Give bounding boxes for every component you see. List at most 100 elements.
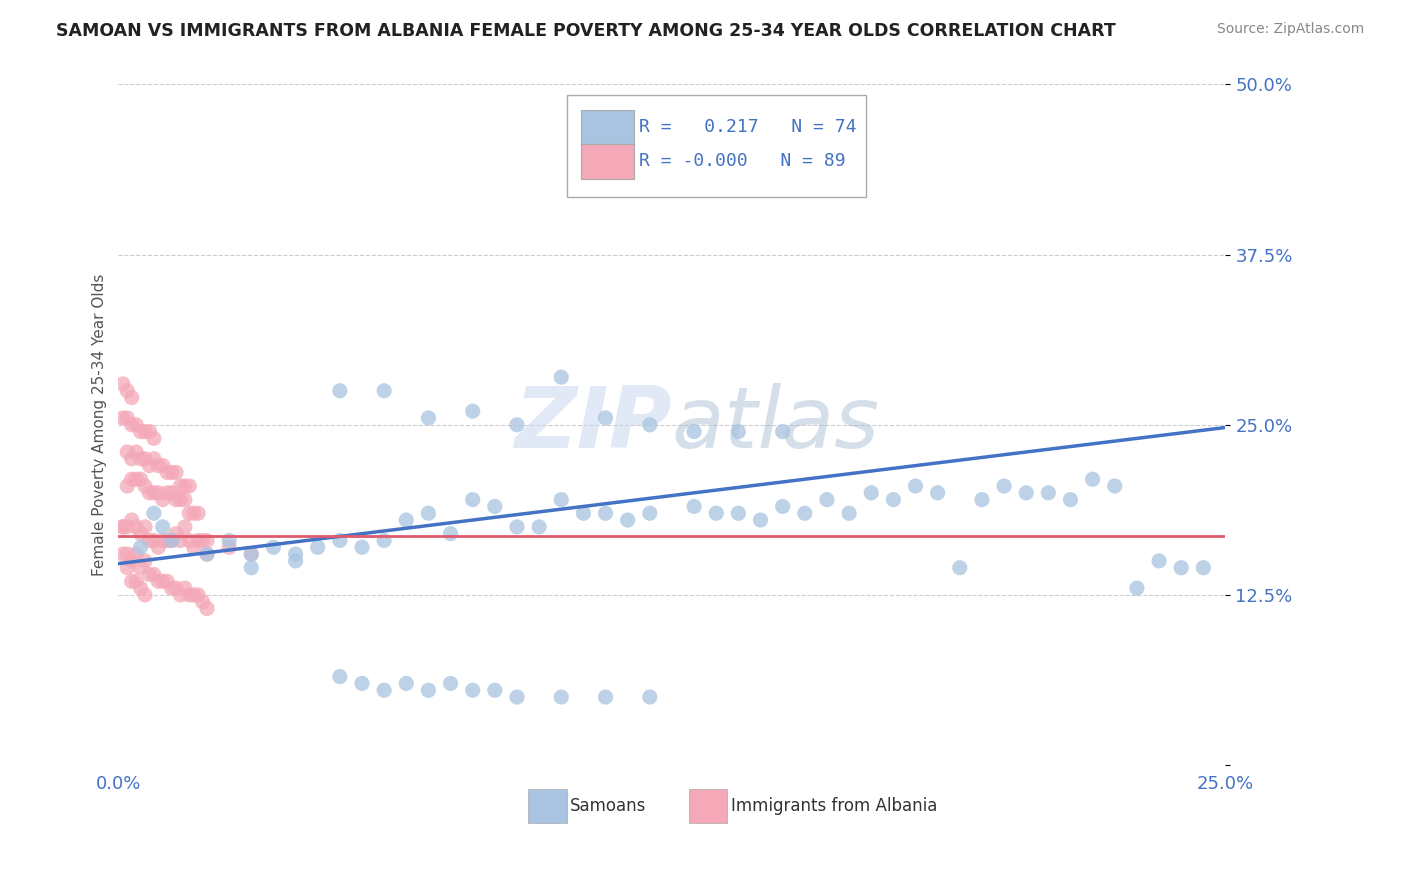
Point xyxy=(138,486,160,500)
Point xyxy=(111,547,134,561)
Point xyxy=(138,567,160,582)
Point xyxy=(195,601,218,615)
Point xyxy=(117,560,139,574)
Text: Samoans: Samoans xyxy=(569,797,647,815)
Point xyxy=(165,526,187,541)
Point xyxy=(117,411,139,425)
Point xyxy=(749,513,772,527)
Point xyxy=(218,533,240,548)
Point xyxy=(395,513,418,527)
Point xyxy=(169,479,191,493)
Point xyxy=(160,533,183,548)
Point xyxy=(191,533,214,548)
Point xyxy=(550,492,572,507)
Point xyxy=(121,451,143,466)
Point xyxy=(183,506,205,520)
Point xyxy=(152,533,174,548)
Point xyxy=(179,533,201,548)
Point xyxy=(772,500,794,514)
Point xyxy=(165,492,187,507)
Point xyxy=(772,425,794,439)
Point xyxy=(439,526,461,541)
Point xyxy=(1038,486,1060,500)
Point xyxy=(129,425,152,439)
Point xyxy=(350,541,373,555)
Point xyxy=(550,370,572,384)
Point xyxy=(418,683,440,698)
Point xyxy=(134,451,156,466)
FancyBboxPatch shape xyxy=(689,789,727,823)
Point xyxy=(418,506,440,520)
Point xyxy=(117,384,139,398)
Point xyxy=(156,486,179,500)
Point xyxy=(638,417,661,432)
Text: R = -0.000   N = 89: R = -0.000 N = 89 xyxy=(638,153,845,170)
Point xyxy=(240,547,263,561)
Point xyxy=(240,547,263,561)
Point xyxy=(904,479,927,493)
Point xyxy=(156,533,179,548)
Y-axis label: Female Poverty Among 25-34 Year Olds: Female Poverty Among 25-34 Year Olds xyxy=(93,274,107,576)
Point xyxy=(152,458,174,473)
Point xyxy=(134,554,156,568)
Point xyxy=(169,533,191,548)
Point xyxy=(173,581,195,595)
Point xyxy=(683,425,706,439)
Point xyxy=(134,520,156,534)
Point xyxy=(138,458,160,473)
Point xyxy=(187,506,209,520)
Point xyxy=(134,479,156,493)
Point xyxy=(595,506,617,520)
FancyBboxPatch shape xyxy=(567,95,866,197)
Point xyxy=(838,506,860,520)
Point xyxy=(121,417,143,432)
FancyBboxPatch shape xyxy=(581,144,634,179)
Point xyxy=(142,567,165,582)
Point xyxy=(152,574,174,589)
Text: atlas: atlas xyxy=(672,384,880,467)
Point xyxy=(125,445,148,459)
Point xyxy=(262,541,284,555)
Point xyxy=(138,425,160,439)
Point xyxy=(125,547,148,561)
Point xyxy=(134,588,156,602)
Point xyxy=(1170,560,1192,574)
Point xyxy=(638,690,661,704)
Point xyxy=(218,541,240,555)
Point xyxy=(129,451,152,466)
Point xyxy=(111,520,134,534)
Point xyxy=(134,425,156,439)
Point xyxy=(195,547,218,561)
Point xyxy=(350,676,373,690)
Point xyxy=(418,411,440,425)
Point xyxy=(329,670,352,684)
Point xyxy=(142,533,165,548)
Point xyxy=(595,411,617,425)
Point xyxy=(373,384,395,398)
Point xyxy=(179,506,201,520)
Point xyxy=(793,506,815,520)
Point xyxy=(815,492,838,507)
Point xyxy=(638,506,661,520)
Point xyxy=(142,431,165,445)
Point xyxy=(461,404,484,418)
Point xyxy=(195,547,218,561)
FancyBboxPatch shape xyxy=(581,110,634,145)
Point xyxy=(461,492,484,507)
Point xyxy=(191,595,214,609)
Point xyxy=(160,466,183,480)
Point xyxy=(173,492,195,507)
Point xyxy=(461,683,484,698)
Point xyxy=(129,526,152,541)
Point xyxy=(595,690,617,704)
Point xyxy=(439,676,461,690)
Point xyxy=(550,690,572,704)
FancyBboxPatch shape xyxy=(529,789,567,823)
Point xyxy=(148,541,170,555)
Point xyxy=(121,472,143,486)
Point xyxy=(117,445,139,459)
Point xyxy=(169,492,191,507)
Text: R =   0.217   N = 74: R = 0.217 N = 74 xyxy=(638,119,856,136)
Point xyxy=(970,492,993,507)
Point xyxy=(183,588,205,602)
